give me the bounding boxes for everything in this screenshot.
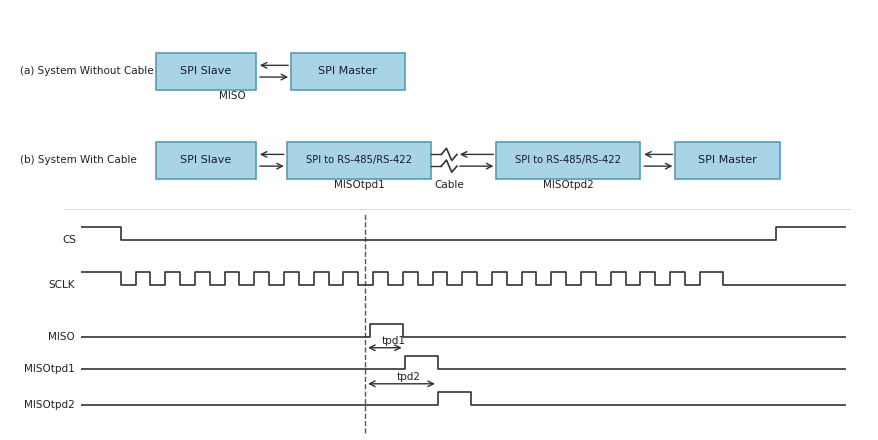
Text: SPI to RS-485/RS-422: SPI to RS-485/RS-422 [515, 155, 621, 165]
Text: SPI Slave: SPI Slave [180, 66, 231, 76]
Text: MISOtpd2: MISOtpd2 [24, 400, 75, 410]
FancyBboxPatch shape [674, 142, 780, 179]
FancyBboxPatch shape [155, 142, 255, 179]
Text: SCLK: SCLK [47, 280, 75, 290]
Text: SPI Master: SPI Master [697, 155, 756, 165]
Text: (a) System Without Cable: (a) System Without Cable [20, 66, 154, 77]
Text: CS: CS [62, 235, 76, 245]
FancyBboxPatch shape [496, 142, 640, 179]
FancyBboxPatch shape [286, 142, 430, 179]
Text: MISOtpd1: MISOtpd1 [24, 363, 75, 374]
Text: MISOtpd2: MISOtpd2 [543, 180, 594, 190]
Text: SPI Slave: SPI Slave [180, 155, 231, 165]
Text: MISO: MISO [47, 332, 75, 342]
Text: MISO: MISO [219, 91, 246, 101]
Text: tpd2: tpd2 [396, 372, 420, 382]
Text: SPI to RS-485/RS-422: SPI to RS-485/RS-422 [306, 155, 411, 165]
Text: tpd1: tpd1 [381, 336, 405, 346]
FancyBboxPatch shape [155, 53, 255, 90]
Text: MISOtpd1: MISOtpd1 [334, 180, 384, 190]
Text: SPI Master: SPI Master [318, 66, 377, 76]
FancyBboxPatch shape [291, 53, 404, 90]
Text: (b) System With Cable: (b) System With Cable [20, 155, 137, 165]
Text: Cable: Cable [434, 180, 464, 190]
